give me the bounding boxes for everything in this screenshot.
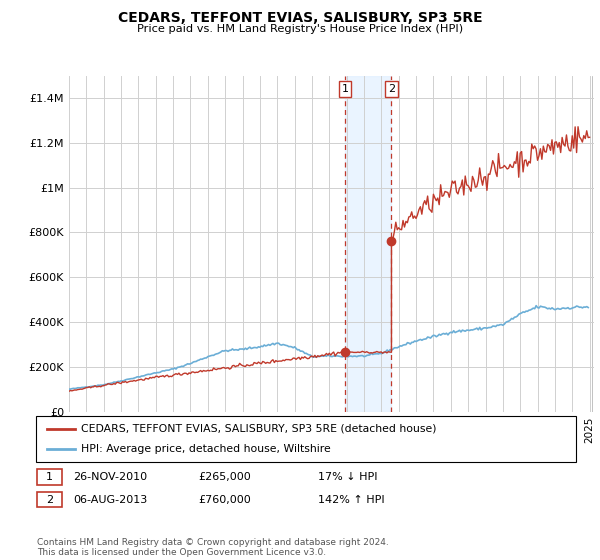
Text: CEDARS, TEFFONT EVIAS, SALISBURY, SP3 5RE (detached house): CEDARS, TEFFONT EVIAS, SALISBURY, SP3 5R… xyxy=(81,424,437,434)
Text: Price paid vs. HM Land Registry's House Price Index (HPI): Price paid vs. HM Land Registry's House … xyxy=(137,24,463,34)
Text: £760,000: £760,000 xyxy=(198,494,251,505)
Text: £265,000: £265,000 xyxy=(198,472,251,482)
Text: Contains HM Land Registry data © Crown copyright and database right 2024.
This d: Contains HM Land Registry data © Crown c… xyxy=(37,538,389,557)
Text: 142% ↑ HPI: 142% ↑ HPI xyxy=(318,494,385,505)
Text: 1: 1 xyxy=(46,472,53,482)
Text: 06-AUG-2013: 06-AUG-2013 xyxy=(73,494,148,505)
Text: HPI: Average price, detached house, Wiltshire: HPI: Average price, detached house, Wilt… xyxy=(81,444,331,454)
Text: CEDARS, TEFFONT EVIAS, SALISBURY, SP3 5RE: CEDARS, TEFFONT EVIAS, SALISBURY, SP3 5R… xyxy=(118,11,482,25)
Bar xyxy=(345,76,391,412)
Text: 2: 2 xyxy=(388,84,395,94)
Text: 1: 1 xyxy=(341,84,349,94)
Text: 17% ↓ HPI: 17% ↓ HPI xyxy=(318,472,377,482)
Text: 26-NOV-2010: 26-NOV-2010 xyxy=(73,472,148,482)
Text: 2: 2 xyxy=(46,494,53,505)
